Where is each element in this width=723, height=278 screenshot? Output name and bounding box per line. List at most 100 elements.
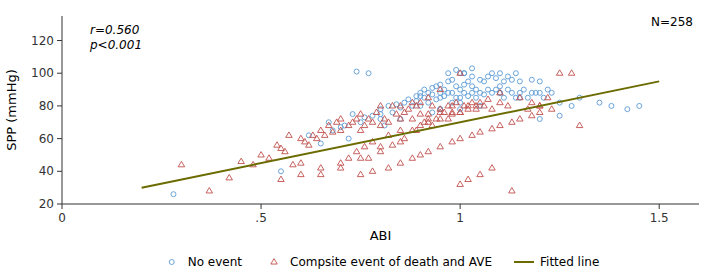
scatter-point [445,116,451,121]
scatter-point [266,155,272,160]
scatter-point [278,169,283,174]
scatter-point [298,135,304,140]
legend-swatch [514,261,534,263]
scatter-point [401,109,407,114]
scatter-point [537,116,542,121]
legend-item: Fitted line [514,255,599,269]
scatter-point [537,90,542,95]
scatter-point [353,148,359,153]
x-tick [62,204,63,209]
scatter-point [378,107,383,112]
scatter-point [425,94,431,99]
scatter-point [397,127,403,132]
x-tick [659,204,660,209]
y-tick-label: 60 [39,132,54,146]
y-tick-label: 100 [31,66,54,80]
scatter-point [637,103,642,108]
scatter-point [385,165,391,170]
scatter-point [306,142,312,147]
x-tick-label: 1.5 [650,211,669,225]
scatter-point [489,71,494,76]
scatter-point [453,99,459,104]
y-tick [57,40,62,41]
y-tick [57,171,62,172]
scatter-point [505,103,511,108]
legend-label: Fitted line [540,255,599,269]
scatter-point [477,129,483,134]
scatter-point [171,192,176,197]
scatter-point [457,70,463,75]
scatter-point [501,79,506,84]
scatter-point [238,158,244,163]
scatter-point [322,132,328,137]
scatter-point [457,181,463,186]
scatter-point [446,71,451,76]
scatter-point [517,79,522,84]
scatter-point [457,109,463,114]
scatter-point [345,155,351,160]
scatter-point [449,138,455,143]
scatter-point [361,122,367,127]
scatter-point [298,160,304,165]
scatter-point [405,106,411,111]
scatter-point [409,116,415,121]
scatter-point [361,143,367,148]
scatter-point [517,94,523,99]
legend-swatch [169,260,174,265]
y-tick-label: 120 [31,34,54,48]
scatter-point [430,92,435,97]
scatter-point [609,103,614,108]
scatter-point [529,77,534,82]
x-tick-label: 1 [456,211,464,225]
series-points [178,70,583,193]
scatter-point [437,116,443,121]
scatter-point [529,99,535,104]
scatter-point [458,95,463,100]
scatter-point [274,142,280,147]
scatter-point [437,109,443,114]
scatter-point [465,176,471,181]
scatter-point [413,103,419,108]
scatter-point [278,176,284,181]
scatter-point [497,99,503,104]
scatter-point [369,168,375,173]
scatter-point [377,122,383,127]
scatter-point [365,116,371,121]
scatter-point [337,127,343,132]
scatter-point [437,86,443,91]
scatter-point [417,99,423,104]
scatter-point [449,109,455,114]
scatter-point [318,127,324,132]
scatter-point [509,188,515,193]
scatter-point [537,109,543,114]
scatter-point [337,160,343,165]
x-tick [261,204,262,209]
scatter-point [497,84,502,89]
scatter-point [178,161,184,166]
scatter-point [497,90,502,95]
legend-label: No event [188,255,243,269]
scatter-point [349,119,355,124]
scatter-point [529,112,535,117]
scatter-point [333,119,339,124]
scatter-point [521,87,526,92]
scatter-point [417,111,423,116]
scatter-point [513,71,518,76]
scatter-point [258,152,264,157]
scatter-point [509,77,514,82]
scatter-point [278,145,284,150]
scatter-point [366,71,371,76]
scatter-point [397,160,403,165]
scatter-point [501,95,506,100]
scatter-point [497,89,503,94]
scatter-point [370,113,375,118]
scatter-point [450,90,455,95]
scatter-point [509,119,515,124]
y-tick-label: 20 [39,197,54,211]
y-axis-label: SPP (mmHg) [4,69,19,151]
scatter-point [556,70,562,75]
scatter-point [358,120,363,125]
scatter-point [450,77,455,82]
legend: No eventCompsite event of death and AVEF… [169,255,599,269]
scatter-point [485,96,491,101]
